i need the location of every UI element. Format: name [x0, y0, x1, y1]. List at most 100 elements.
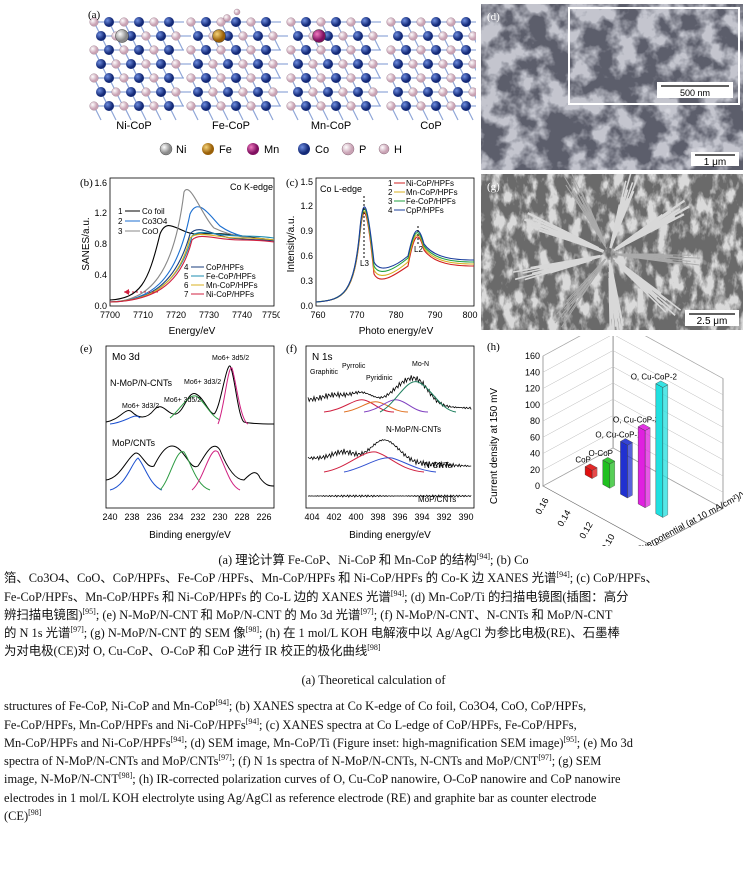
cap-en-2: Fe-CoP/HPFs, Mn-CoP/HPFs and Ni-CoP/HPFs [4, 717, 246, 732]
caption-cn-line-3: Fe-CoP/HPFs、Mn-CoP/HPFs 和 Ni-CoP/HPFs 的 … [4, 588, 743, 606]
cap-cn-5: 的 N 1s 光谱 [4, 626, 71, 641]
e-xtick-2: 236 [146, 512, 161, 522]
c-ytick-4: 1.2 [300, 201, 313, 211]
cap-cn-ref-4: [95] [82, 606, 96, 616]
cap-cn-ref-1: [94] [476, 551, 491, 561]
sem-texture-g: (g) 2.5 μm [481, 174, 743, 330]
svg-text:7: 7 [184, 290, 189, 299]
e-sample-2: MoP/CNTs [112, 438, 156, 448]
c-ytick-2: 0.6 [300, 251, 313, 261]
e-peak-2: Mo6+ 3d5/2 [164, 397, 201, 404]
cap-en-5: image, N-MoP/N-CNT [4, 772, 119, 787]
legend-h-label: H [394, 144, 402, 156]
panel-c-curves [315, 206, 475, 303]
f-xtick-1: 402 [326, 512, 341, 522]
lattice-0 [89, 17, 191, 121]
caption-en-line-5: image, N-MoP/N-CNT[98]; (h) IR-corrected… [4, 770, 743, 788]
cap-en-ref-2: [94] [245, 716, 260, 726]
cap-cn-ref-7: [98] [245, 625, 259, 635]
cap-en-ref-1: [94] [215, 698, 229, 708]
h-bar-2: O, Cu-CoP-1 [595, 430, 642, 499]
structure-label-cop: CoP [420, 120, 441, 132]
svg-text:5: 5 [184, 272, 189, 281]
h-bar-0: CoP [575, 456, 598, 479]
h-ytick-0: 0 [535, 481, 540, 491]
e-sample-1: N-MoP/N-CNTs [110, 378, 172, 388]
h-ytick-6: 120 [525, 384, 540, 394]
cap-cn-5c: ; (h) 在 1 mol/L KOH 电解液中以 Ag/AgCl 为参比电极(… [258, 626, 620, 641]
cap-cn-2b: ; (c) CoP/HPFs、 [569, 571, 658, 586]
e-xtick-0: 240 [102, 512, 117, 522]
cap-en-ref-3: [94] [170, 734, 184, 744]
svg-text:4: 4 [184, 263, 189, 272]
legend-ni-label: Ni [176, 144, 186, 156]
h-ytick-4: 80 [530, 416, 540, 426]
f-sample-1: N-MoP/N-CNTs [386, 425, 441, 434]
legend-fe-dot [202, 143, 214, 155]
panel-f-xlabel: Binding energy/eV [349, 530, 431, 541]
c-xtick-2: 780 [388, 310, 403, 320]
panel-e-tag: (e) [80, 343, 93, 355]
panel-c-ylabel: Intensity/a.u. [286, 216, 297, 273]
cap-cn-4b: ; (e) N-MoP/N-CNT 和 MoP/N-CNT 的 Mo 3d 光谱 [95, 607, 361, 622]
panel-b-ylabel: SANES/a.u. [81, 217, 92, 270]
f-xtick-4: 396 [392, 512, 407, 522]
c-ytick-0: 0.0 [300, 301, 313, 311]
c-leg-cop: CpP/HPFs [406, 206, 444, 215]
panel-f-n-1s: (f) N 1s Binding energy/eV 404 402 400 3… [284, 340, 478, 542]
caption-en-line-1: structures of Fe-CoP, Ni-CoP and Mn-CoP[… [4, 697, 743, 715]
panel-b-xlabel: Energy/eV [169, 326, 216, 337]
b-xtick-0: 7700 [100, 310, 120, 320]
e-peak-3: Mo6+ 3d5/2 [212, 355, 249, 362]
b-ytick-3: 1.2 [94, 208, 107, 218]
e-xtick-7: 226 [256, 512, 271, 522]
caption-cn-line-2: 箔、Co3O4、CoO、CoP/HPFs、Fe-CoP /HPFs、Mn-CoP… [4, 569, 743, 587]
e-peak-1: Mo6+ 3d3/2 [122, 403, 159, 410]
c-ytick-3: 0.9 [300, 226, 313, 236]
sem-texture-d: (d) 500 nm 1 μm [481, 4, 743, 170]
f-xtick-7: 390 [458, 512, 473, 522]
cap-en-3: Mn-CoP/HPFs and Ni-CoP/HPFs [4, 735, 171, 750]
svg-text:1: 1 [388, 179, 393, 188]
caption-cn-line-5: 的 N 1s 光谱[97]; (g) N-MoP/N-CNT 的 SEM 像[9… [4, 624, 743, 642]
panel-e-mo-3d: (e) Mo 3d Binding energy/eV 240 238 236 … [80, 340, 280, 542]
cap-cn-ref-8: [98] [367, 643, 381, 653]
caption-chinese: (a) 理论计算 Fe-CoP、Ni-CoP 和 Mn-CoP 的结构[94];… [4, 551, 743, 661]
panel-b-corner: Co K-edge [230, 182, 273, 192]
h-ylabel: Current density at 150 mV [489, 388, 500, 504]
cap-cn-6: 为对电极(CE)对 O, Cu-CoP、O-CoP 和 CoP 进行 IR 校正… [4, 644, 368, 659]
structure-label-ni-cop: Ni-CoP [116, 120, 151, 132]
panel-e-curves [105, 365, 275, 491]
panel-f-corner: N 1s [312, 352, 333, 363]
svg-text:6: 6 [184, 281, 189, 290]
e-xtick-1: 238 [124, 512, 139, 522]
cap-en-4b: ; (f) N 1s spectra of N-MoP/N-CNTs, N-CN… [231, 754, 539, 769]
cap-en-ref-5: [97] [218, 753, 232, 763]
cap-en-2b: ; (c) XANES spectra at Co L-edge of CoP/… [259, 717, 577, 732]
panel-b-legend2: 4 CoP/HPFs 5 Fe-CoP/HPFs 6 Mn-CoP/HPFs 7… [184, 263, 258, 299]
h-ytick-8: 160 [525, 351, 540, 361]
h-xtick-0: 0.16 [533, 496, 550, 516]
h-bar-label-3: O, Cu-CoP-3 [613, 416, 660, 425]
svg-text:4: 4 [388, 206, 393, 215]
b-xtick-1: 7710 [133, 310, 153, 320]
cap-cn-ref-2: [94] [556, 570, 570, 580]
h-bar-3: O, Cu-CoP-3 [613, 416, 660, 509]
panel-a: (a) Ni-CoP Fe-CoP Mn-CoP CoP Ni Fe Mn Co… [86, 4, 476, 172]
legend-mn-label: Mn [264, 144, 279, 156]
panel-f-tag: (f) [286, 343, 297, 355]
f-label-pyrrolic: Pyrrolic [342, 363, 366, 370]
panel-c-corner: Co L-edge [320, 184, 362, 194]
e-xtick-4: 232 [190, 512, 205, 522]
legend-p-dot [341, 142, 355, 156]
panel-d-sem-image: (d) 500 nm 1 μm [481, 4, 743, 170]
c-xtick-1: 770 [349, 310, 364, 320]
panel-b-co-k-edge: (b) Co K-edge SANES/a.u. Energy/eV 0.0 0… [80, 174, 280, 338]
cap-en-1b: ; (b) XANES spectra at Co K-edge of Co f… [228, 699, 587, 714]
h-bar-label-0: CoP [575, 456, 591, 465]
panel-b-tag: (b) [80, 177, 93, 189]
f-xtick-3: 398 [370, 512, 385, 522]
f-xtick-2: 400 [348, 512, 363, 522]
dopant-atom [212, 29, 226, 43]
